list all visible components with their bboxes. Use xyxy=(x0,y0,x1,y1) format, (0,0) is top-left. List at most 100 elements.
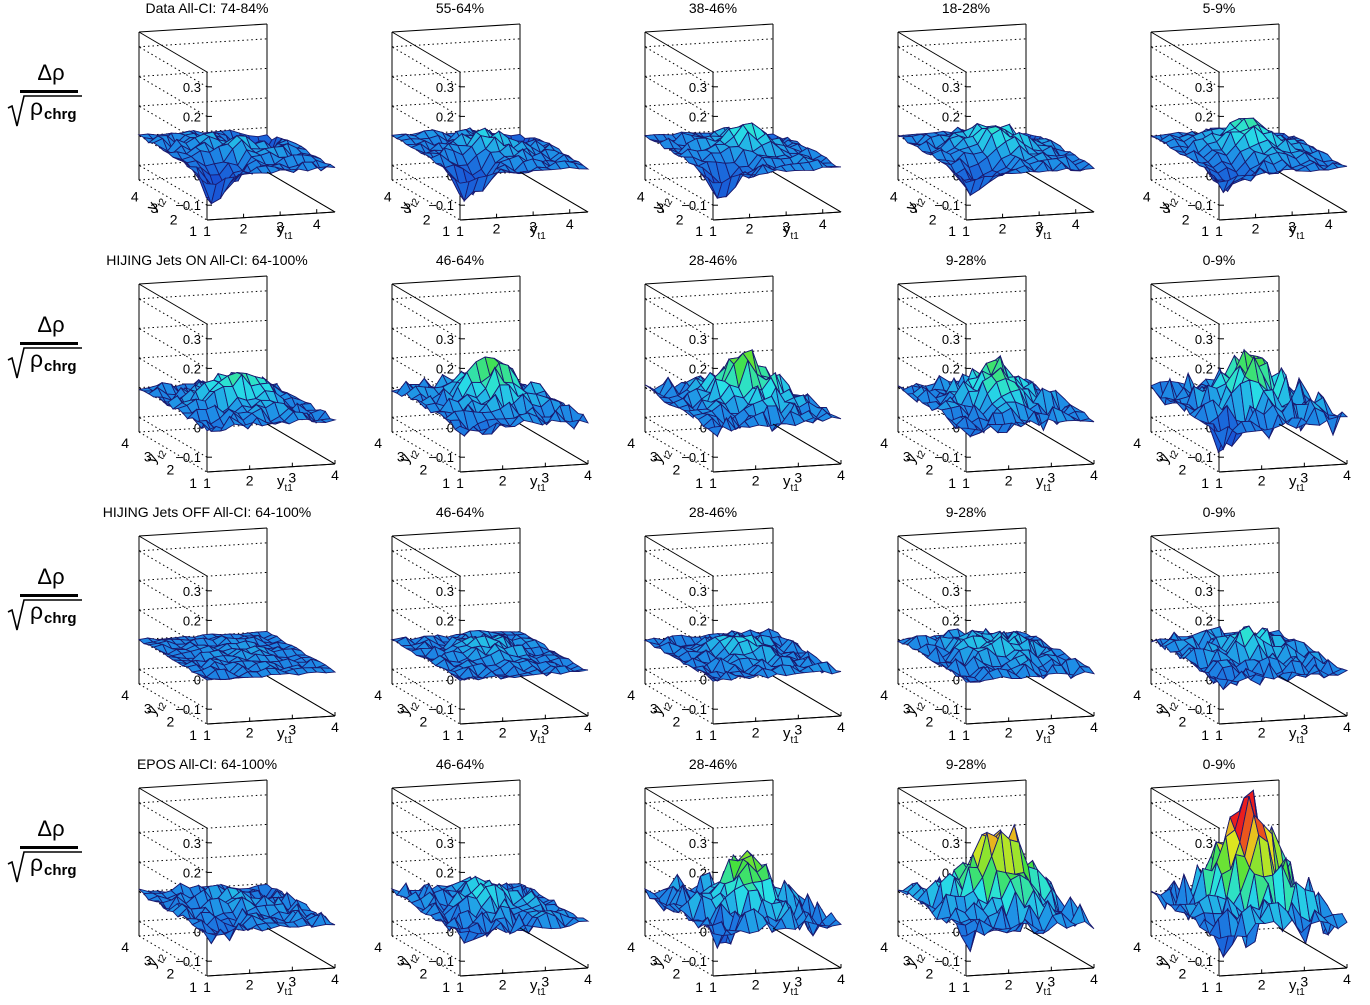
y-tick-label: 2 xyxy=(1179,714,1187,730)
y-tick-label: 1 xyxy=(695,979,703,995)
y-tick-label: 2 xyxy=(423,212,431,228)
axis-line xyxy=(712,967,842,977)
y-tick-label: 4 xyxy=(1133,939,1141,955)
gridline xyxy=(138,38,268,48)
axis-line xyxy=(391,275,521,285)
z-tick-label: 0.3 xyxy=(436,80,454,95)
panel-title: 9-28% xyxy=(945,252,987,268)
z-tick-label: −0.1 xyxy=(934,954,960,969)
axis-line xyxy=(1278,423,1348,465)
y-tick-label: 3 xyxy=(1162,200,1170,216)
x-tick-label: 4 xyxy=(331,467,339,483)
x-tick-label: 1 xyxy=(709,979,717,995)
y-tick-label: 2 xyxy=(926,714,934,730)
z-tick-label: 0.2 xyxy=(183,613,201,628)
x-tick-label: 3 xyxy=(782,218,790,234)
axis-line xyxy=(266,675,336,717)
gridline xyxy=(644,290,774,300)
x-tick-label: 4 xyxy=(1343,467,1351,483)
x-tick-label: 1 xyxy=(456,979,464,995)
z-tick-label: 0.2 xyxy=(1195,109,1213,124)
axis-line xyxy=(519,171,589,213)
axis-line xyxy=(965,715,1095,725)
y-tick-label: 4 xyxy=(121,939,129,955)
z-tick-label: −0.1 xyxy=(681,702,707,717)
axis-line xyxy=(712,211,842,221)
axis-line xyxy=(897,23,1027,33)
y-tick-label: 1 xyxy=(442,475,450,491)
surface-cell xyxy=(1079,418,1095,423)
surface-cell xyxy=(1331,162,1348,169)
gridline xyxy=(644,853,774,863)
y-tick-label: 4 xyxy=(121,435,129,451)
x-tick-label: 2 xyxy=(1005,472,1013,488)
gridline xyxy=(391,67,521,77)
y-tick-label: 3 xyxy=(903,952,911,968)
gridline xyxy=(897,675,1027,685)
gridline xyxy=(644,319,774,329)
x-tick-label: 1 xyxy=(456,475,464,491)
x-tick-label: 3 xyxy=(541,470,549,486)
axis-line xyxy=(266,927,336,969)
y-tick-label: 3 xyxy=(650,700,658,716)
rho-symbol: ρ xyxy=(30,94,44,120)
y-tick-label: 2 xyxy=(926,462,934,478)
x-tick-label: 3 xyxy=(1047,722,1055,738)
z-tick-label: −0.1 xyxy=(428,702,454,717)
gridline xyxy=(897,319,1027,329)
axis-line xyxy=(644,787,714,829)
z-axis-label-denominator: ρ chrg xyxy=(6,598,86,632)
gridline xyxy=(897,571,1027,581)
y-tick-label: 1 xyxy=(1201,727,1209,743)
rho-symbol: ρ xyxy=(30,598,44,624)
z-tick-label: −0.1 xyxy=(934,702,960,717)
x-tick-label: 4 xyxy=(1343,971,1351,987)
axis-line xyxy=(644,23,774,33)
surface-cell xyxy=(573,668,589,672)
gridline xyxy=(138,349,268,359)
x-tick-label: 2 xyxy=(1258,976,1266,992)
gridline xyxy=(897,823,1027,833)
y-tick-label: 4 xyxy=(627,939,635,955)
z-tick-label: 0.3 xyxy=(689,80,707,95)
axis-line xyxy=(459,211,589,221)
x-tick-label: 4 xyxy=(331,971,339,987)
y-tick-label: 2 xyxy=(167,966,175,982)
z-axis-label-numerator: Δρ xyxy=(37,312,65,337)
y-tick-label: 1 xyxy=(948,727,956,743)
x-tick-label: 2 xyxy=(1005,976,1013,992)
x-tick-label: 1 xyxy=(203,727,211,743)
axis-line xyxy=(1150,527,1280,537)
z-axis-label: Δρ ρ chrg xyxy=(0,816,82,916)
surface-cell xyxy=(1079,904,1095,930)
axis-line xyxy=(138,787,208,829)
panel-title: 38-46% xyxy=(688,0,738,16)
surface-cell xyxy=(572,162,590,170)
panel-title: EPOS All-CI: 64-100% xyxy=(136,756,278,772)
rho-subscript: chrg xyxy=(44,106,77,123)
z-tick-label: 0.3 xyxy=(183,584,201,599)
panel-title: 9-28% xyxy=(945,756,987,772)
axis-line xyxy=(391,527,521,537)
axis-line xyxy=(519,423,589,465)
x-tick-label: 2 xyxy=(1258,472,1266,488)
x-tick-label: 2 xyxy=(746,221,754,237)
gridline xyxy=(391,571,521,581)
gridline xyxy=(897,349,1027,359)
axis-line xyxy=(772,423,842,465)
gridline xyxy=(644,38,774,48)
axis-line xyxy=(459,967,589,977)
panel-title: HIJING Jets OFF All-CI: 64-100% xyxy=(102,504,312,520)
gridline xyxy=(138,127,268,137)
axis-line xyxy=(138,275,268,285)
x-tick-label: 4 xyxy=(837,467,845,483)
gridline xyxy=(391,853,521,863)
gridline xyxy=(138,67,268,77)
y-tick-label: 2 xyxy=(420,966,428,982)
axis-line xyxy=(644,535,714,577)
axis-line xyxy=(1150,23,1280,33)
z-tick-label: 0.2 xyxy=(183,361,201,376)
x-tick-label: 4 xyxy=(331,719,339,735)
x-tick-label: 2 xyxy=(246,724,254,740)
